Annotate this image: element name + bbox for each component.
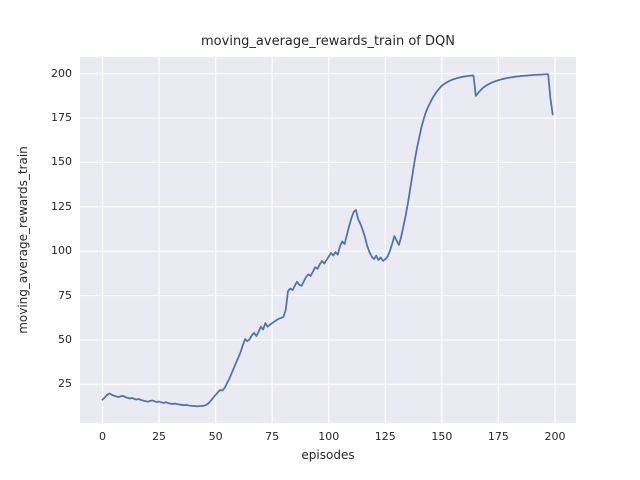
chart-title: moving_average_rewards_train of DQN (201, 34, 455, 49)
y-tick-label: 25 (58, 377, 72, 391)
y-tick-label: 150 (51, 155, 72, 169)
y-tick-label: 50 (58, 332, 72, 346)
y-tick-label: 175 (51, 111, 72, 125)
x-tick-label: 0 (99, 430, 106, 443)
x-tick-label: 175 (487, 430, 509, 443)
y-tick-label: 100 (51, 244, 72, 258)
y-tick-label: 125 (51, 199, 72, 213)
y-tick-label: 75 (58, 288, 72, 302)
x-tick-label: 150 (431, 430, 453, 443)
x-tick-label: 100 (318, 430, 340, 443)
x-tick-label: 200 (544, 430, 566, 443)
x-tick-label: 25 (152, 430, 167, 443)
x-axis-label: episodes (301, 448, 355, 462)
y-tick-label: 200 (51, 66, 72, 80)
x-tick-label: 125 (374, 430, 396, 443)
plot-background (80, 57, 576, 423)
x-tick-label: 50 (208, 430, 223, 443)
chart-line (101, 73, 554, 408)
y-axis-label: moving_average_rewards_train (16, 146, 30, 334)
x-tick-label: 75 (265, 430, 280, 443)
